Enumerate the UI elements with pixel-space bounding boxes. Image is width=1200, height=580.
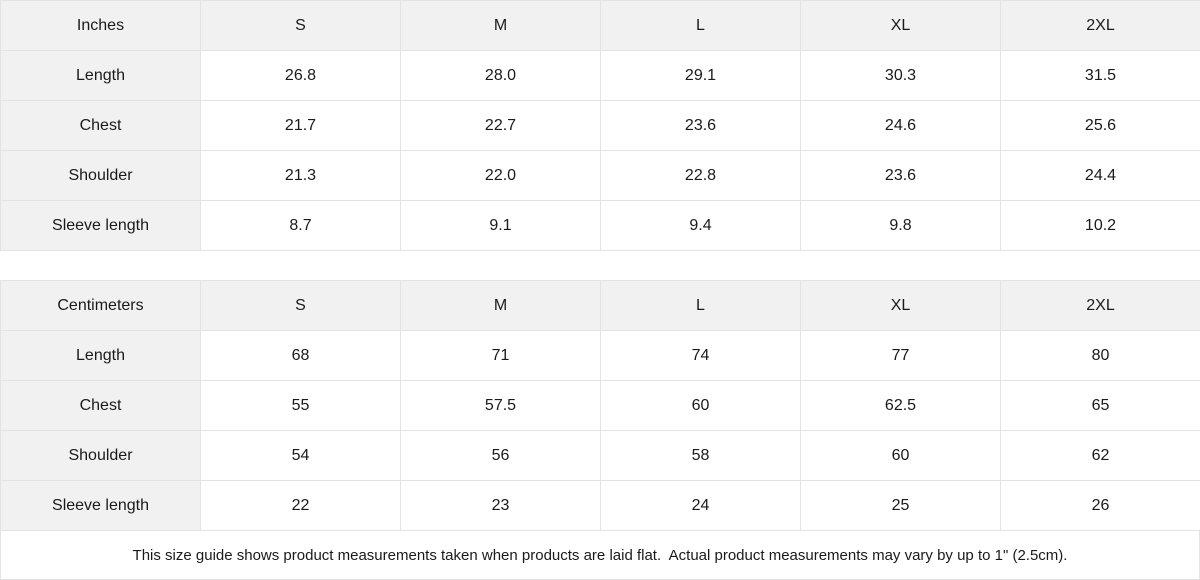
size-table-centimeters: Centimeters S M L XL 2XL Length 68 71 74… (0, 280, 1200, 532)
column-header-2xl: 2XL (1000, 0, 1200, 51)
table-row: Chest 55 57.5 60 62.5 65 (0, 380, 1200, 432)
cell-inches-sleeve-s: 8.7 (200, 200, 401, 251)
column-header-l: L (600, 0, 801, 51)
table-row: Shoulder 21.3 22.0 22.8 23.6 24.4 (0, 150, 1200, 201)
header-row: Inches S M L XL 2XL (0, 0, 1200, 51)
cell-cm-shoulder-2xl: 62 (1000, 430, 1200, 482)
cell-inches-length-l: 29.1 (600, 50, 801, 101)
size-table-inches-head: Inches S M L XL 2XL (0, 0, 1200, 51)
column-header-m: M (400, 0, 601, 51)
row-label-shoulder: Shoulder (0, 150, 201, 201)
cell-cm-sleeve-m: 23 (400, 480, 601, 532)
table-separator (0, 251, 1200, 281)
header-row: Centimeters S M L XL 2XL (0, 280, 1200, 332)
cell-cm-chest-2xl: 65 (1000, 380, 1200, 432)
cell-cm-length-m: 71 (400, 330, 601, 382)
cell-inches-shoulder-xl: 23.6 (800, 150, 1001, 201)
row-label-length: Length (0, 330, 201, 382)
unit-label-centimeters: Centimeters (0, 280, 201, 332)
cell-inches-length-xl: 30.3 (800, 50, 1001, 101)
column-header-2xl: 2XL (1000, 280, 1200, 332)
row-label-chest: Chest (0, 100, 201, 151)
column-header-l: L (600, 280, 801, 332)
size-table-centimeters-head: Centimeters S M L XL 2XL (0, 280, 1200, 332)
cell-cm-chest-s: 55 (200, 380, 401, 432)
column-header-s: S (200, 280, 401, 332)
table-row: Sleeve length 8.7 9.1 9.4 9.8 10.2 (0, 200, 1200, 251)
cell-inches-chest-xl: 24.6 (800, 100, 1001, 151)
cell-inches-shoulder-l: 22.8 (600, 150, 801, 201)
cell-cm-length-s: 68 (200, 330, 401, 382)
unit-label-inches: Inches (0, 0, 201, 51)
table-row: Length 26.8 28.0 29.1 30.3 31.5 (0, 50, 1200, 101)
cell-cm-sleeve-xl: 25 (800, 480, 1001, 532)
row-label-sleeve-length: Sleeve length (0, 480, 201, 532)
column-header-xl: XL (800, 0, 1001, 51)
cell-inches-chest-2xl: 25.6 (1000, 100, 1200, 151)
cell-inches-chest-l: 23.6 (600, 100, 801, 151)
size-table-inches-body: Length 26.8 28.0 29.1 30.3 31.5 Chest 21… (0, 50, 1200, 251)
cell-cm-chest-m: 57.5 (400, 380, 601, 432)
cell-cm-shoulder-s: 54 (200, 430, 401, 482)
table-row: Length 68 71 74 77 80 (0, 330, 1200, 382)
cell-cm-length-l: 74 (600, 330, 801, 382)
cell-inches-length-s: 26.8 (200, 50, 401, 101)
cell-inches-chest-s: 21.7 (200, 100, 401, 151)
cell-cm-sleeve-2xl: 26 (1000, 480, 1200, 532)
table-row: Chest 21.7 22.7 23.6 24.6 25.6 (0, 100, 1200, 151)
cell-cm-shoulder-m: 56 (400, 430, 601, 482)
cell-inches-shoulder-s: 21.3 (200, 150, 401, 201)
cell-inches-shoulder-m: 22.0 (400, 150, 601, 201)
row-label-length: Length (0, 50, 201, 101)
size-table-centimeters-body: Length 68 71 74 77 80 Chest 55 57.5 60 6… (0, 330, 1200, 532)
cell-cm-chest-l: 60 (600, 380, 801, 432)
column-header-s: S (200, 0, 401, 51)
cell-inches-shoulder-2xl: 24.4 (1000, 150, 1200, 201)
size-table-inches: Inches S M L XL 2XL Length 26.8 28.0 29.… (0, 0, 1200, 251)
column-header-xl: XL (800, 280, 1001, 332)
cell-inches-sleeve-2xl: 10.2 (1000, 200, 1200, 251)
cell-cm-length-xl: 77 (800, 330, 1001, 382)
cell-cm-length-2xl: 80 (1000, 330, 1200, 382)
table-row: Sleeve length 22 23 24 25 26 (0, 480, 1200, 532)
cell-cm-sleeve-s: 22 (200, 480, 401, 532)
table-row: Shoulder 54 56 58 60 62 (0, 430, 1200, 482)
cell-cm-chest-xl: 62.5 (800, 380, 1001, 432)
column-header-m: M (400, 280, 601, 332)
cell-inches-sleeve-xl: 9.8 (800, 200, 1001, 251)
size-guide-footnote: This size guide shows product measuremen… (0, 531, 1200, 580)
row-label-shoulder: Shoulder (0, 430, 201, 482)
row-label-sleeve-length: Sleeve length (0, 200, 201, 251)
cell-cm-sleeve-l: 24 (600, 480, 801, 532)
row-label-chest: Chest (0, 380, 201, 432)
cell-inches-sleeve-l: 9.4 (600, 200, 801, 251)
cell-inches-length-m: 28.0 (400, 50, 601, 101)
footnote-text: This size guide shows product measuremen… (132, 546, 1068, 564)
cell-cm-shoulder-l: 58 (600, 430, 801, 482)
cell-inches-length-2xl: 31.5 (1000, 50, 1200, 101)
cell-cm-shoulder-xl: 60 (800, 430, 1001, 482)
cell-inches-chest-m: 22.7 (400, 100, 601, 151)
cell-inches-sleeve-m: 9.1 (400, 200, 601, 251)
